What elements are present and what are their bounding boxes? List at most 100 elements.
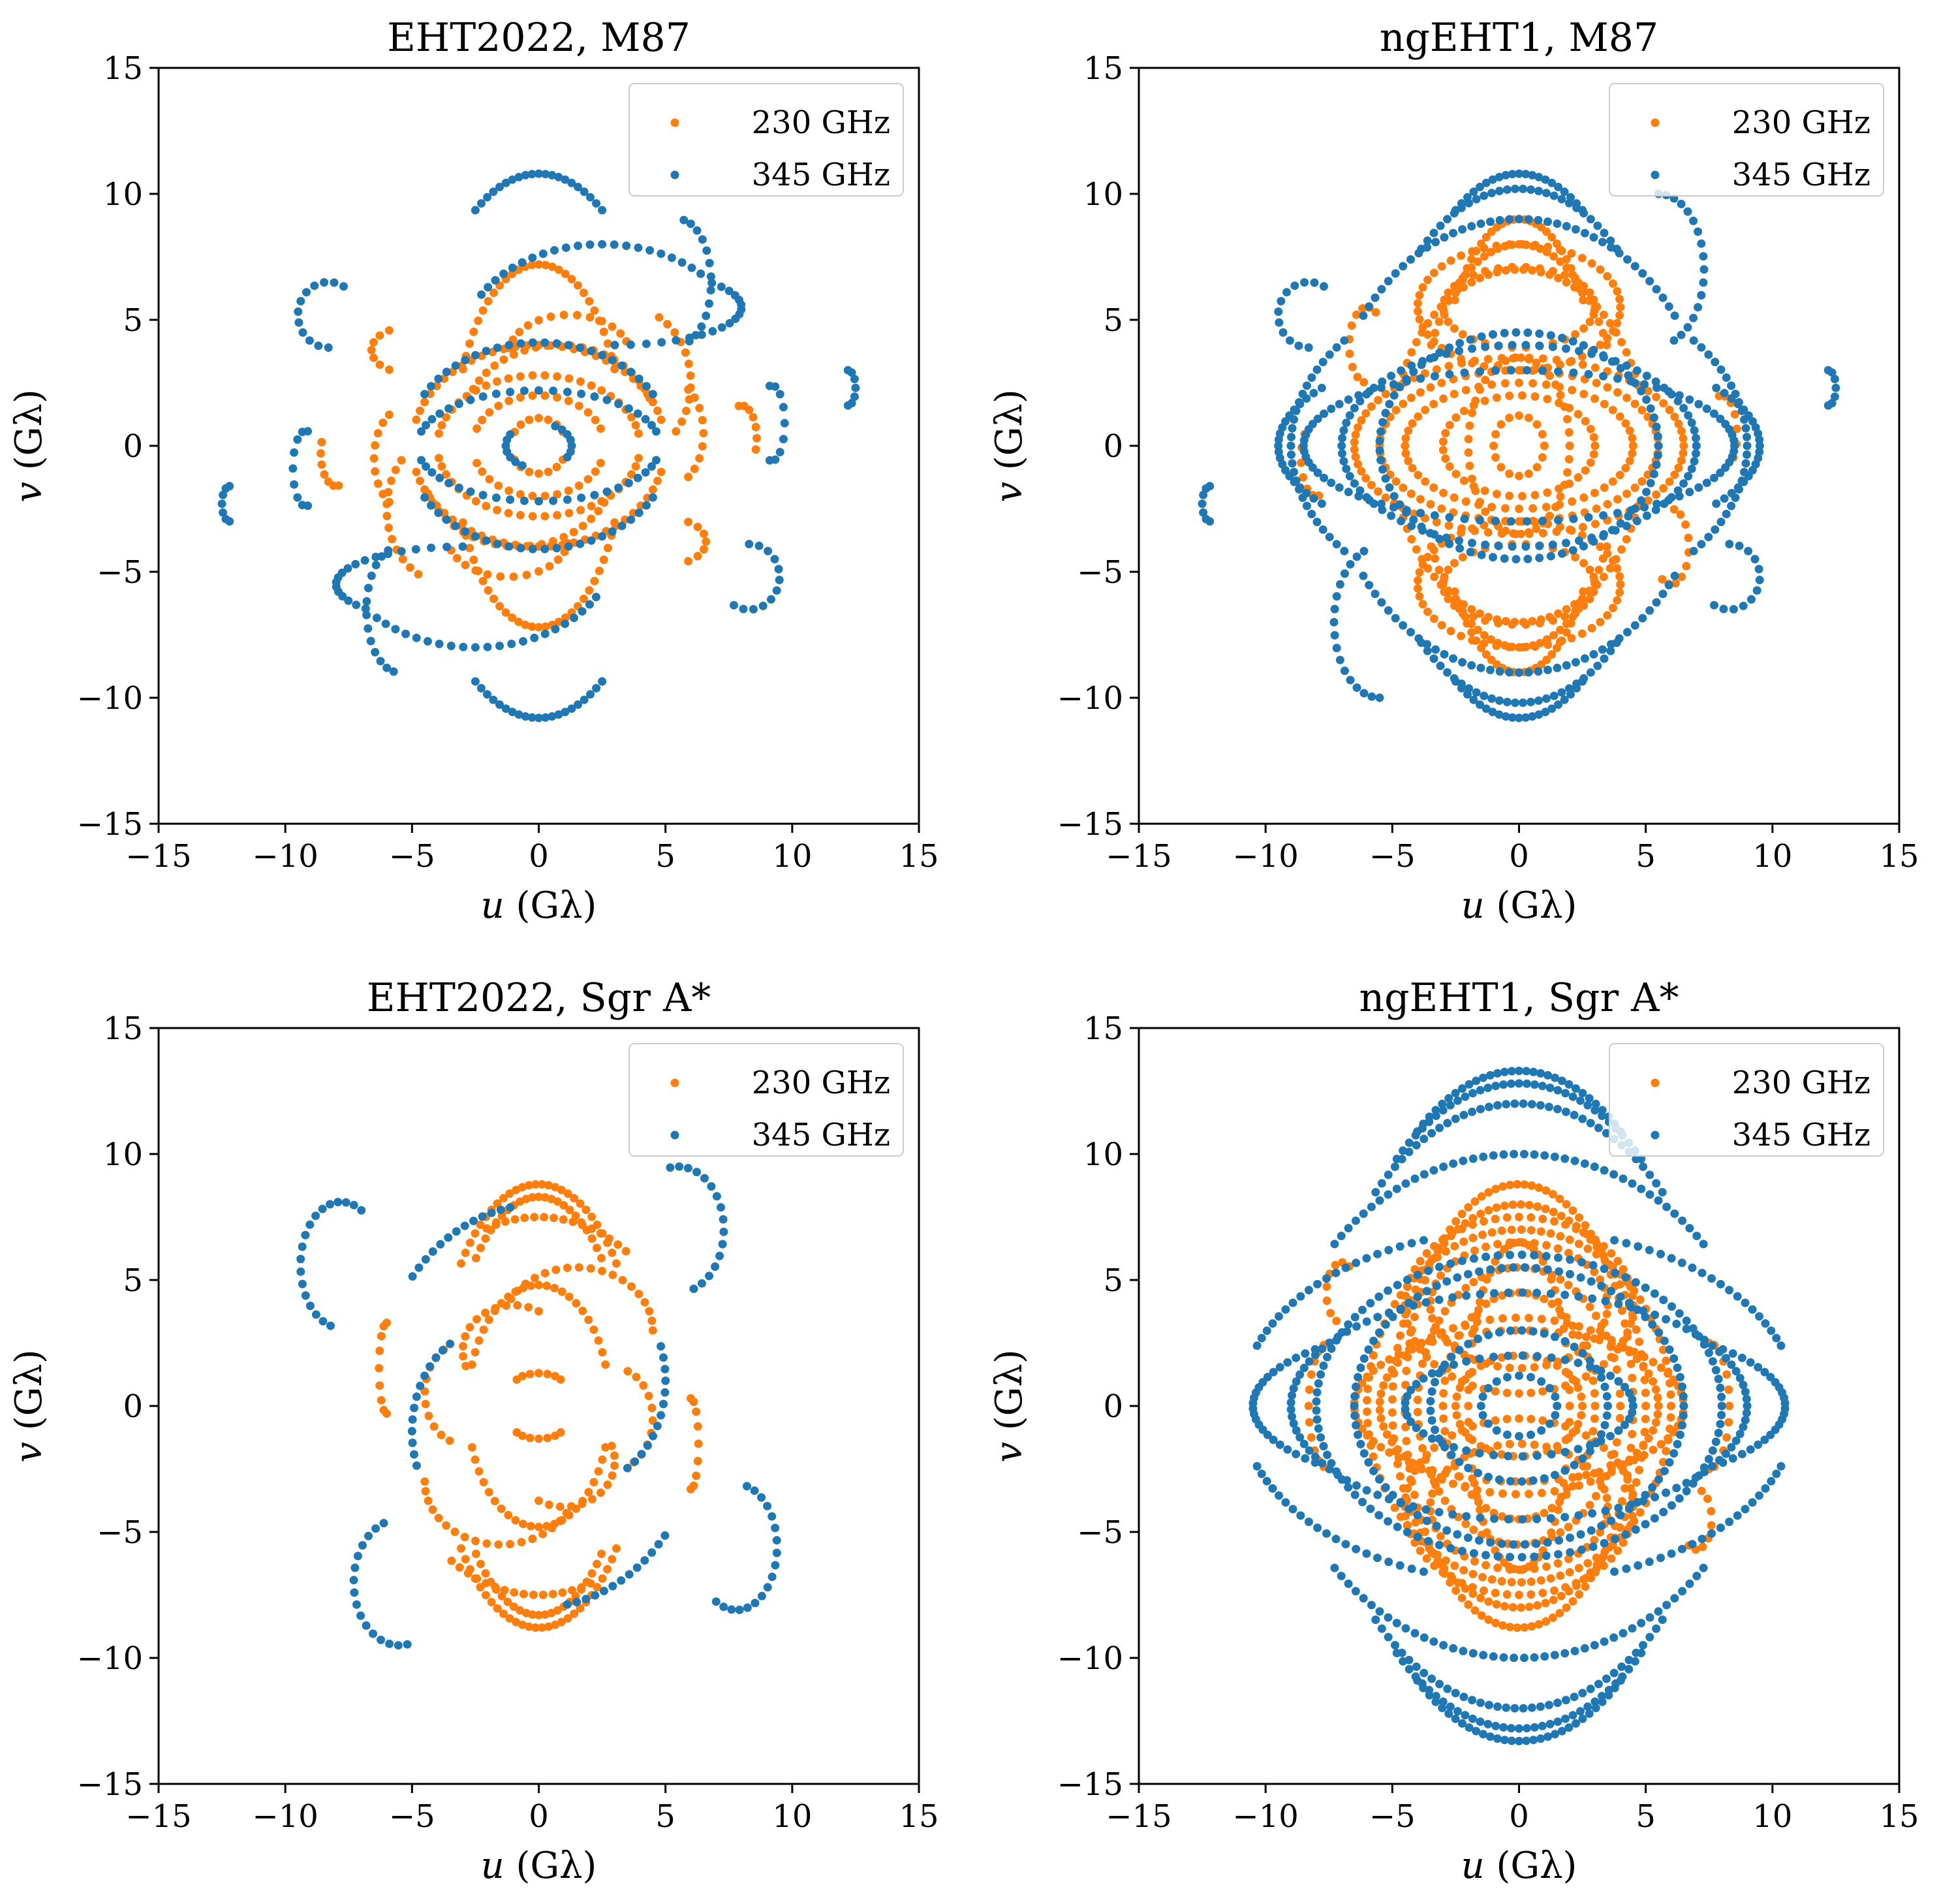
data-point [1404,456,1413,465]
data-point [1491,1387,1500,1396]
data-point [574,700,582,709]
data-point [465,1238,474,1247]
data-point [421,1399,430,1409]
data-point [727,1605,736,1614]
data-point [596,1229,605,1238]
data-point [589,1325,598,1334]
data-point [1654,1196,1663,1205]
data-point [1352,552,1361,561]
data-point [1642,511,1651,520]
data-point [1679,441,1688,450]
data-point [1554,609,1562,618]
data-point [1481,540,1490,550]
data-point [1703,1494,1712,1503]
data-point [1453,1096,1462,1105]
data-point [1614,1503,1623,1512]
data-point [1569,368,1578,377]
data-point [1575,1590,1584,1599]
data-point [1450,324,1459,333]
data-point [1615,471,1624,480]
data-point [1340,569,1349,578]
data-point [1425,1466,1434,1475]
data-point [1481,232,1491,242]
data-point [1290,477,1299,486]
data-point [697,330,706,339]
data-point [1716,468,1725,477]
data-point [1767,1326,1776,1335]
data-point [1603,1401,1612,1411]
data-point [1599,371,1608,381]
data-point [483,193,491,202]
data-point [442,515,451,524]
data-point [1448,1293,1457,1302]
data-point [1540,441,1549,450]
data-point [1674,463,1683,473]
data-point [517,1538,526,1547]
data-point [553,393,562,402]
data-point [1480,691,1489,700]
data-point [1586,458,1595,467]
data-point [586,1579,595,1588]
data-point [1493,1069,1502,1078]
data-point [482,536,491,545]
data-point [1605,319,1615,328]
data-point [1414,412,1423,421]
data-point [420,1477,429,1486]
data-point [458,542,467,551]
data-point [1421,1505,1431,1514]
data-point [1492,1203,1501,1212]
data-point [1570,1647,1579,1655]
data-point [1524,528,1533,537]
data-point [524,1303,533,1312]
data-point [1630,379,1639,388]
data-point [1455,1458,1464,1467]
data-point [1622,394,1632,402]
data-point [530,1213,539,1222]
data-point [1374,1510,1384,1520]
data-point [1413,1407,1422,1416]
data-point [587,1212,597,1221]
data-point [1562,661,1571,670]
data-point [1586,1326,1595,1335]
data-point [1603,334,1612,343]
data-point [523,321,533,330]
data-point [1464,1339,1473,1349]
data-point [608,356,617,365]
data-point [1679,403,1688,413]
data-point [1672,1484,1681,1493]
data-point [495,642,504,650]
data-point [369,1629,377,1638]
data-point [371,561,380,570]
data-point [591,467,600,476]
data-point [585,297,594,305]
data-point [1444,521,1453,530]
data-point [1527,1213,1536,1222]
data-point [1451,1586,1461,1595]
data-point [596,424,605,433]
data-point [1367,1600,1376,1610]
data-point [1679,434,1688,443]
data-point [1611,1268,1620,1277]
x-tick-label: −5 [1369,838,1416,875]
data-point [1551,1392,1560,1401]
data-point [557,1617,566,1627]
data-point [1560,1448,1570,1457]
data-point [483,570,492,579]
data-point [1423,607,1432,616]
data-point [1362,1254,1371,1263]
data-point [1689,336,1698,345]
data-point [1699,252,1708,261]
data-point [1568,1375,1577,1384]
data-point [1557,195,1566,204]
data-point [301,1291,310,1300]
data-point [452,554,461,563]
data-point [1641,1491,1650,1499]
data-point [647,1403,657,1412]
data-point [1388,1491,1397,1499]
data-point [1501,526,1510,535]
data-point [1350,1313,1359,1322]
data-point [1556,257,1565,266]
x-axis-unit: (Gλ) [1485,884,1577,927]
data-point [1475,1448,1484,1458]
data-point [1363,1418,1373,1428]
